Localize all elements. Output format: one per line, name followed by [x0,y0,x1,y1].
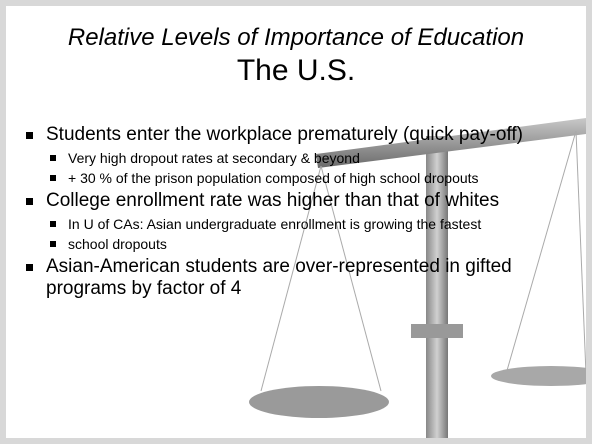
sub-bullet: + 30 % of the prison population composed… [20,170,568,186]
title: Relative Levels of Importance of Educati… [6,24,586,52]
subtitle: The U.S. [6,54,586,88]
page: Relative Levels of Importance of Educati… [0,0,592,444]
slide: Relative Levels of Importance of Educati… [6,6,586,438]
sub-bullet: school dropouts [20,236,568,252]
bullet: Asian-American students are over-represe… [20,256,580,300]
bullet: College enrollment rate was higher than … [20,190,580,212]
sub-bullet: Very high dropout rates at secondary & b… [20,150,568,166]
sub-bullet: In U of CAs: Asian undergraduate enrollm… [20,216,568,232]
bullet: Students enter the workplace prematurely… [20,124,580,146]
bullet-list: Students enter the workplace prematurely… [20,124,580,304]
